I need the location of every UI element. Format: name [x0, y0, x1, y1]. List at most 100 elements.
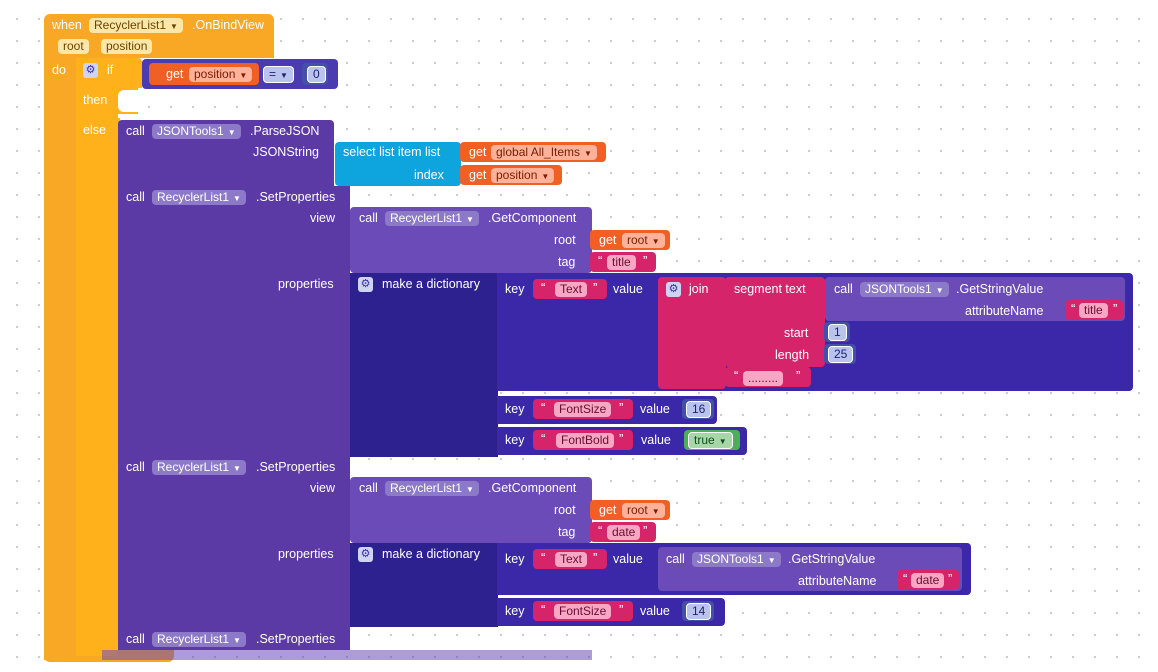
if-label: if	[107, 63, 114, 77]
gsv2-call-label: call	[666, 552, 685, 566]
quote-icon: “	[541, 602, 546, 617]
event-body	[44, 56, 76, 660]
p2-key-value[interactable]: Text	[555, 552, 588, 567]
var-position-dropdown[interactable]: position ▼	[189, 67, 253, 82]
get-label: get	[166, 67, 184, 81]
length-label: length	[775, 348, 810, 362]
set1-call-label: call	[126, 190, 145, 204]
make-dict-1-label: make a dictionary	[382, 277, 480, 291]
ellipsis-value[interactable]: .........	[743, 371, 784, 386]
else-label: else	[83, 123, 106, 137]
event-component-dropdown[interactable]: RecyclerList1 ▼	[89, 18, 183, 33]
dict1-mutator-icon[interactable]: ⚙	[358, 277, 373, 292]
quote-icon: “	[541, 280, 546, 295]
set-properties-1-block[interactable]	[118, 186, 350, 458]
quote-icon: ”	[948, 571, 953, 586]
p2b-key-value[interactable]: FontSize	[554, 604, 612, 619]
pair3-key-value[interactable]: FontBold	[556, 433, 615, 448]
get-label: get	[469, 145, 487, 159]
length-number[interactable]: 25	[828, 346, 854, 363]
pair1-value-label: value	[613, 282, 643, 296]
set2-method: .SetProperties	[256, 460, 336, 474]
select-list-item-label: select list item list	[343, 145, 441, 159]
quote-icon: “	[541, 550, 546, 565]
set3-call-label: call	[126, 632, 145, 646]
gsv1-call-label: call	[834, 282, 853, 296]
gc1-call-label: call	[359, 211, 378, 225]
set2-properties-label: properties	[278, 547, 334, 561]
p2-key-label: key	[505, 552, 525, 566]
gc2-root-label: root	[554, 503, 576, 517]
set2-component-dropdown[interactable]: RecyclerList1 ▼	[152, 460, 246, 475]
operator-dropdown[interactable]: = ▼	[263, 66, 294, 83]
gc2-root-var-dropdown[interactable]: root ▼	[622, 503, 665, 518]
then-socket[interactable]	[118, 90, 144, 112]
var-position-dropdown-2[interactable]: position ▼	[491, 168, 555, 183]
set-properties-2-block[interactable]	[118, 456, 350, 628]
quote-icon: “	[598, 253, 603, 268]
select-list-item-block[interactable]	[335, 142, 461, 186]
number-zero[interactable]: 0	[307, 66, 326, 83]
gsv2-attr-value[interactable]: date	[911, 573, 945, 588]
gc1-method: .GetComponent	[488, 211, 577, 225]
quote-icon: ”	[593, 550, 598, 565]
when-label: when	[52, 18, 82, 32]
pair2-key-value[interactable]: FontSize	[554, 402, 612, 417]
bool-true-dropdown[interactable]: true ▼	[688, 432, 733, 449]
dict2-mutator-icon[interactable]: ⚙	[358, 547, 373, 562]
pair1-key-value[interactable]: Text	[555, 282, 588, 297]
join-mutator-icon[interactable]: ⚙	[666, 282, 681, 297]
var-all-items-dropdown[interactable]: global All_Items ▼	[491, 145, 597, 160]
set2-view-label: view	[310, 481, 336, 495]
set-properties-3-continuation	[102, 650, 592, 660]
gsv1-component-dropdown[interactable]: JSONTools1 ▼	[860, 282, 949, 297]
get-label: get	[469, 168, 487, 182]
set3-component-dropdown[interactable]: RecyclerList1 ▼	[152, 632, 246, 647]
quote-icon: ”	[1113, 301, 1118, 316]
parse-component-dropdown[interactable]: JSONTools1 ▼	[152, 124, 241, 139]
segment-block[interactable]	[725, 277, 825, 367]
quote-icon: ”	[619, 400, 624, 415]
pair2-value-label: value	[640, 402, 670, 416]
parse-method: .ParseJSON	[250, 124, 320, 138]
gsv2-component-dropdown[interactable]: JSONTools1 ▼	[692, 552, 781, 567]
param-position[interactable]: position	[101, 39, 153, 54]
gc2-tag-value[interactable]: date	[607, 525, 641, 540]
if-mutator-icon[interactable]: ⚙	[83, 63, 98, 78]
quote-icon: ”	[619, 602, 624, 617]
fontsize-14[interactable]: 14	[686, 603, 712, 620]
gsv2-attr-label: attributeName	[798, 574, 877, 588]
gc1-tag-label: tag	[558, 255, 576, 269]
p2b-key-label: key	[505, 604, 525, 618]
then-label: then	[83, 93, 108, 107]
gsv1-attr-value[interactable]: title	[1079, 303, 1108, 318]
jsonstring-label: JSONString	[253, 145, 319, 159]
parse-call-label: call	[126, 124, 145, 138]
quote-icon: ”	[796, 368, 801, 383]
gc1-component-dropdown[interactable]: RecyclerList1 ▼	[385, 211, 479, 226]
param-root[interactable]: root	[58, 39, 89, 54]
quote-icon: ”	[619, 431, 624, 446]
get-label: get	[599, 233, 617, 247]
gc1-tag-value[interactable]: title	[607, 255, 636, 270]
set1-component-dropdown[interactable]: RecyclerList1 ▼	[152, 190, 246, 205]
gc2-component-dropdown[interactable]: RecyclerList1 ▼	[385, 481, 479, 496]
fontsize-16[interactable]: 16	[686, 401, 712, 418]
gc1-root-var-dropdown[interactable]: root ▼	[622, 233, 665, 248]
quote-icon: ”	[593, 280, 598, 295]
pair2-key-label: key	[505, 402, 525, 416]
start-number[interactable]: 1	[828, 324, 847, 341]
set1-method: .SetProperties	[256, 190, 336, 204]
p2-value-label: value	[613, 552, 643, 566]
make-dictionary-2-block[interactable]	[350, 543, 498, 627]
start-label: start	[784, 326, 809, 340]
quote-icon: “	[734, 368, 739, 383]
gsv1-attr-label: attributeName	[965, 304, 1044, 318]
set3-method: .SetProperties	[256, 632, 336, 646]
make-dict-2-label: make a dictionary	[382, 547, 480, 561]
quote-icon: “	[598, 523, 603, 538]
event-name: .OnBindView	[192, 18, 265, 32]
make-dictionary-1-block[interactable]	[350, 273, 498, 457]
else-row	[76, 118, 120, 142]
quote-icon: “	[541, 400, 546, 415]
